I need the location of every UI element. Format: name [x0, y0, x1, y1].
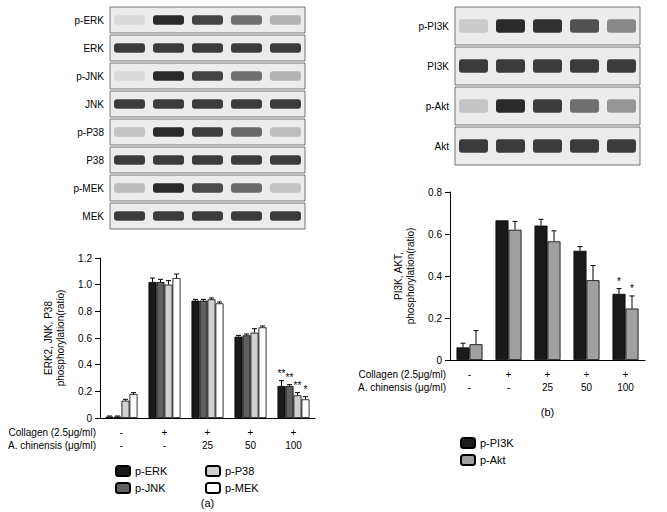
svg-text:-: -: [468, 369, 471, 380]
svg-text:0: 0: [86, 413, 92, 424]
svg-text:0.6: 0.6: [78, 333, 92, 344]
svg-text:-: -: [163, 440, 166, 451]
svg-text:p-JNK: p-JNK: [135, 482, 166, 494]
svg-text:A. chinensis (μg/ml): A. chinensis (μg/ml): [358, 382, 446, 393]
svg-text:+: +: [248, 427, 254, 438]
svg-text:-: -: [120, 427, 123, 438]
svg-text:-: -: [507, 382, 510, 393]
svg-text:**: **: [278, 368, 286, 379]
svg-text:+: +: [545, 369, 551, 380]
svg-text:25: 25: [542, 382, 554, 393]
svg-text:0.4: 0.4: [78, 359, 92, 370]
svg-text:25: 25: [202, 440, 214, 451]
svg-text:0.2: 0.2: [78, 386, 92, 397]
svg-text:Collagen (2.5μg/ml): Collagen (2.5μg/ml): [9, 427, 96, 438]
svg-text:0.4: 0.4: [428, 271, 442, 282]
svg-text:-: -: [468, 382, 471, 393]
svg-text:JNK: JNK: [85, 99, 104, 110]
svg-text:+: +: [506, 369, 512, 380]
svg-text:0.2: 0.2: [428, 313, 442, 324]
svg-text:*: *: [617, 276, 621, 287]
svg-text:p-Akt: p-Akt: [426, 101, 450, 112]
svg-text:0.6: 0.6: [428, 229, 442, 240]
svg-text:0: 0: [436, 355, 442, 366]
svg-text:**: **: [286, 372, 294, 383]
svg-text:1.2: 1.2: [78, 253, 92, 264]
svg-text:p-MEK: p-MEK: [73, 183, 104, 194]
svg-text:p-PI3K: p-PI3K: [418, 21, 449, 32]
svg-text:-: -: [120, 440, 123, 451]
svg-text:+: +: [623, 369, 629, 380]
svg-text:A. chinensis (μg/ml): A. chinensis (μg/ml): [8, 440, 96, 451]
svg-text:**: **: [294, 380, 302, 391]
svg-text:0.8: 0.8: [428, 187, 442, 198]
svg-text:100: 100: [617, 382, 634, 393]
svg-text:+: +: [584, 369, 590, 380]
svg-text:1.0: 1.0: [78, 279, 92, 290]
svg-text:Akt: Akt: [435, 141, 450, 152]
svg-text:50: 50: [245, 440, 257, 451]
svg-text:p-P38: p-P38: [225, 465, 254, 477]
svg-text:p-PI3K: p-PI3K: [480, 437, 514, 449]
svg-text:+: +: [162, 427, 168, 438]
svg-text:+: +: [291, 427, 297, 438]
svg-text:PI3K, AKT,: PI3K, AKT,: [393, 252, 404, 300]
svg-text:(a): (a): [201, 497, 214, 509]
svg-text:(b): (b): [541, 406, 554, 418]
svg-text:*: *: [304, 384, 308, 395]
svg-text:PI3K: PI3K: [427, 61, 449, 72]
svg-text:100: 100: [285, 440, 302, 451]
svg-text:Collagen (2.5μg/ml): Collagen (2.5μg/ml): [359, 369, 446, 380]
svg-text:P38: P38: [86, 155, 104, 166]
svg-text:phosphorylation(ratio): phosphorylation(ratio): [55, 290, 66, 387]
svg-text:p-JNK: p-JNK: [76, 71, 104, 82]
svg-text:0.8: 0.8: [78, 306, 92, 317]
svg-text:50: 50: [581, 382, 593, 393]
svg-text:p-MEK: p-MEK: [225, 482, 259, 494]
svg-text:ERK: ERK: [83, 43, 104, 54]
svg-text:ERK2, JNK, P38: ERK2, JNK, P38: [43, 301, 54, 375]
svg-text:*: *: [630, 283, 634, 294]
svg-text:MEK: MEK: [82, 211, 104, 222]
svg-text:+: +: [205, 427, 211, 438]
svg-text:p-ERK: p-ERK: [135, 465, 168, 477]
svg-text:p-P38: p-P38: [77, 127, 104, 138]
svg-text:phosphorylation(ratio): phosphorylation(ratio): [405, 228, 416, 325]
svg-text:p-ERK: p-ERK: [75, 15, 105, 26]
svg-text:p-Akt: p-Akt: [480, 454, 506, 466]
